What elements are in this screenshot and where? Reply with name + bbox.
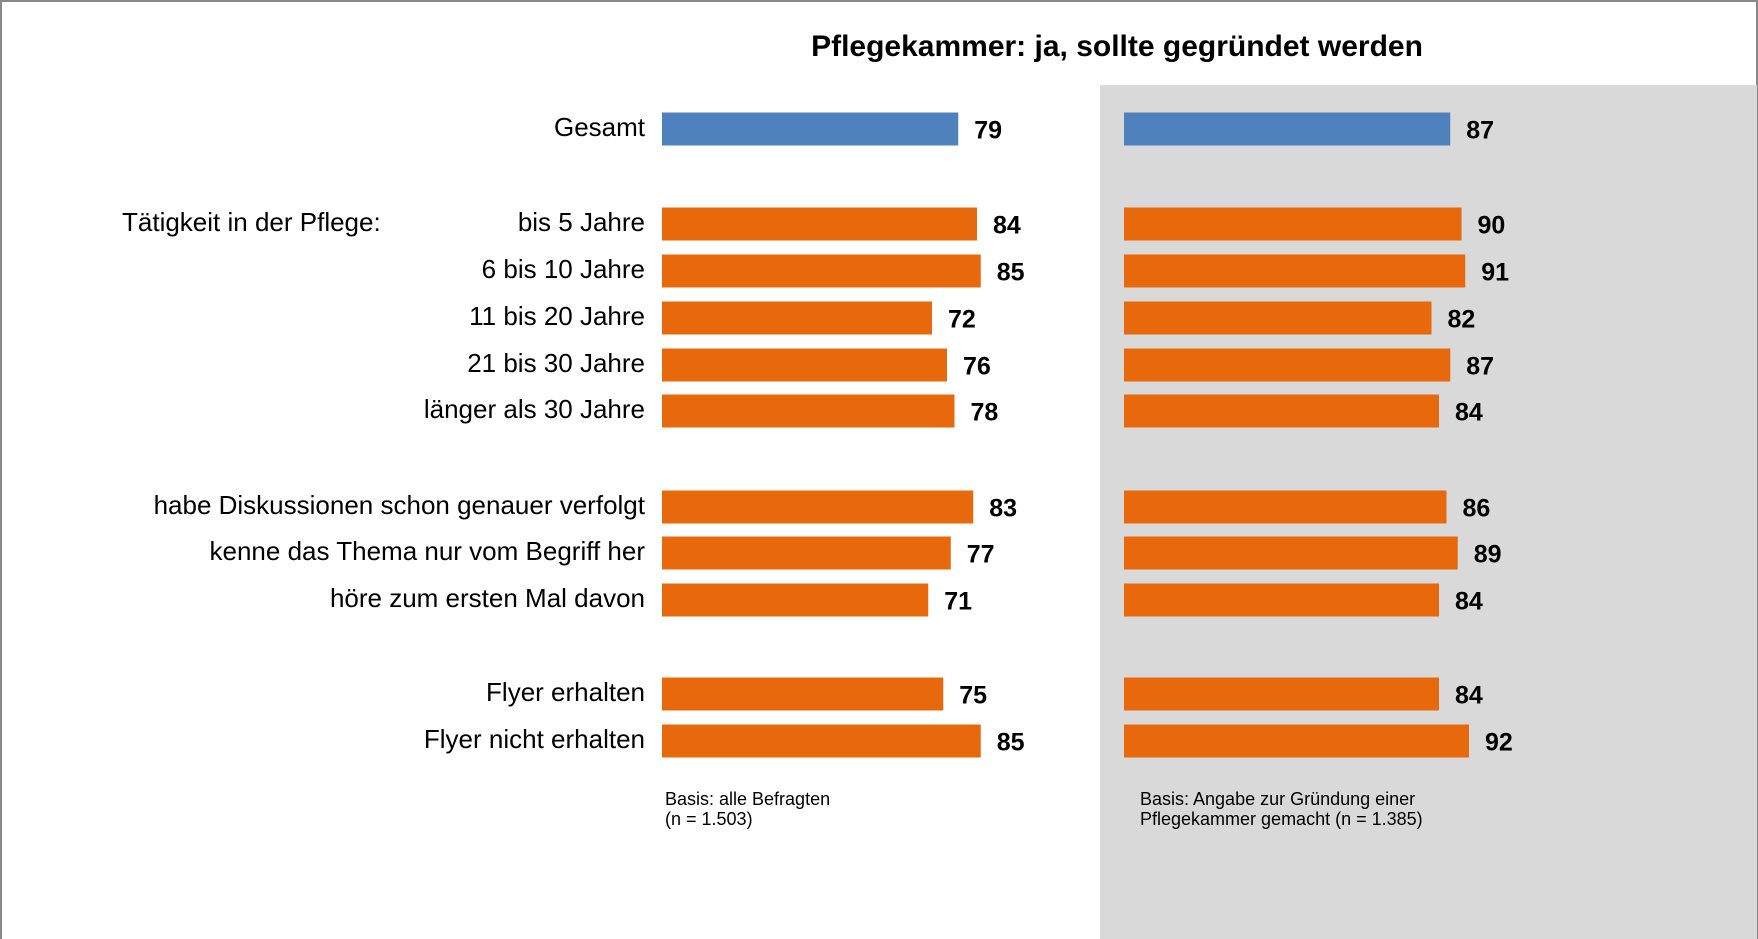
bar: [662, 394, 955, 428]
bar: [1124, 112, 1451, 146]
bar: [1124, 207, 1462, 241]
bar: [1124, 536, 1458, 570]
value-label: 84: [1455, 399, 1483, 427]
category-label: 6 bis 10 Jahre: [482, 254, 645, 284]
value-label: 82: [1448, 306, 1476, 334]
value-label: 71: [944, 588, 972, 616]
value-label: 78: [971, 399, 999, 427]
value-label: 92: [1485, 729, 1513, 757]
bar: [662, 490, 974, 524]
bar: [662, 724, 981, 758]
bar: [662, 112, 959, 146]
value-label: 79: [974, 117, 1002, 145]
note: Pflegekammer gemacht (n = 1.385): [1140, 809, 1423, 829]
note: (n = 1.503): [665, 809, 753, 829]
value-label: 89: [1474, 541, 1502, 569]
value-label: 85: [997, 729, 1025, 757]
bar: [1124, 348, 1451, 382]
value-label: 84: [1455, 588, 1483, 616]
category-label: länger als 30 Jahre: [424, 394, 645, 424]
bar: [1124, 394, 1439, 428]
bar: [1124, 254, 1466, 288]
bar: [1124, 724, 1469, 758]
bar: [662, 536, 951, 570]
category-label: 21 bis 30 Jahre: [467, 348, 645, 378]
value-label: 72: [948, 306, 976, 334]
bar: [662, 677, 944, 711]
note: Basis: Angabe zur Gründung einer: [1140, 789, 1415, 809]
value-label: 76: [963, 353, 991, 381]
category-label: Flyer erhalten: [486, 677, 645, 707]
bar: [1124, 301, 1432, 335]
bar: [662, 301, 932, 335]
category-label: Gesamt: [554, 112, 646, 142]
category-label: Flyer nicht erhalten: [424, 724, 645, 754]
bar: [662, 254, 981, 288]
category-label: kenne das Thema nur vom Begriff her: [210, 536, 646, 566]
bar: [662, 207, 977, 241]
bar: [662, 583, 929, 617]
category-label: habe Diskussionen schon genauer verfolgt: [154, 490, 646, 520]
bar: [1124, 490, 1447, 524]
value-label: 84: [993, 212, 1021, 240]
bar: [1124, 677, 1439, 711]
value-label: 84: [1455, 682, 1483, 710]
value-label: 91: [1481, 259, 1509, 287]
value-label: 77: [967, 541, 995, 569]
value-label: 83: [989, 495, 1017, 523]
category-label: 11 bis 20 Jahre: [469, 301, 645, 331]
value-label: 87: [1466, 117, 1494, 145]
category-label: bis 5 Jahre: [518, 207, 645, 237]
value-label: 86: [1463, 495, 1491, 523]
value-label: 90: [1478, 212, 1506, 240]
bar: [1124, 583, 1439, 617]
chart-title: Pflegekammer: ja, sollte gegründet werde…: [811, 30, 1423, 63]
category-label: höre zum ersten Mal davon: [330, 583, 645, 613]
value-label: 87: [1466, 353, 1494, 381]
group-label: Tätigkeit in der Pflege:: [122, 207, 381, 237]
value-label: 75: [959, 682, 987, 710]
value-label: 85: [997, 259, 1025, 287]
note: Basis: alle Befragten: [665, 789, 830, 809]
bar: [662, 348, 947, 382]
